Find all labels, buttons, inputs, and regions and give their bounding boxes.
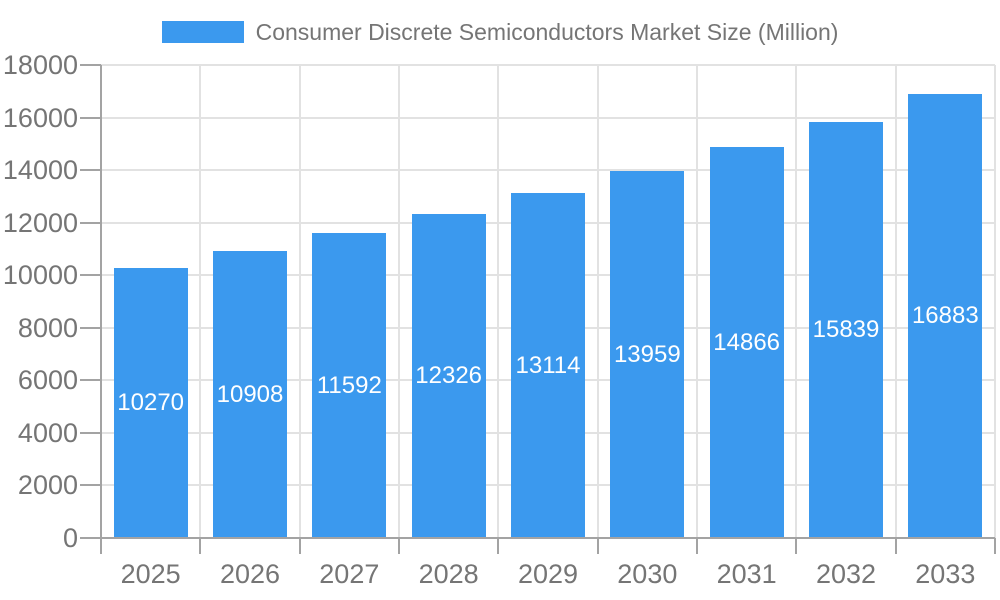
x-tick-mark: [894, 538, 897, 554]
y-tick-mark: [80, 431, 101, 434]
x-tick-mark: [497, 538, 500, 554]
y-tick-mark: [80, 169, 101, 172]
bar-2029[interactable]: [511, 193, 585, 538]
y-axis-label: 10000: [2, 260, 78, 291]
y-axis-label: 2000: [17, 470, 78, 501]
x-gridline: [398, 65, 400, 538]
y-axis-label: 14000: [2, 155, 78, 186]
bar-value-label: 10270: [117, 389, 185, 417]
bar-2025[interactable]: [113, 268, 188, 538]
bar-value-label: 13114: [515, 351, 581, 379]
x-tick-mark: [199, 538, 202, 554]
x-tick-mark: [696, 538, 698, 554]
x-gridline: [795, 65, 798, 538]
x-tick-mark: [298, 538, 301, 554]
y-tick-mark: [80, 221, 101, 224]
x-tick-mark: [596, 538, 599, 554]
x-tick-mark: [398, 538, 400, 554]
bar-2028[interactable]: [411, 214, 486, 538]
x-axis-label-2027: 2027: [319, 559, 380, 589]
bar-value-label: 16883: [911, 302, 979, 330]
x-gridline: [994, 65, 996, 538]
x-axis-label-2028: 2028: [418, 559, 479, 589]
bar-2026[interactable]: [213, 251, 287, 538]
x-axis-label-2025: 2025: [120, 559, 181, 589]
y-tick-mark: [80, 326, 101, 329]
legend-label: Consumer Discrete Semiconductors Market …: [255, 18, 839, 45]
x-gridline: [596, 65, 599, 538]
legend-swatch: [161, 21, 244, 43]
bar-value-label: 11592: [316, 371, 382, 399]
y-gridline: [101, 116, 995, 119]
x-axis-label-2026: 2026: [219, 559, 281, 589]
x-axis-label-2032: 2032: [815, 559, 877, 589]
y-axis-label: 8000: [17, 312, 78, 343]
x-gridline: [199, 65, 202, 538]
bar-value-label: 14866: [713, 328, 781, 356]
bar-value-label: 12326: [415, 362, 483, 390]
x-gridline: [696, 65, 698, 538]
y-axis-label: 0: [62, 523, 78, 553]
x-axis-label-2030: 2030: [617, 559, 678, 589]
bar-2030[interactable]: [610, 171, 685, 538]
x-axis-label-2033: 2033: [915, 559, 976, 589]
x-tick-mark: [795, 538, 798, 554]
bar-value-label: 13959: [613, 340, 681, 368]
bar-2032[interactable]: [809, 121, 883, 538]
x-gridline: [497, 65, 500, 538]
y-tick-mark: [80, 484, 101, 487]
y-gridline: [101, 169, 995, 172]
y-axis-label: 4000: [17, 417, 78, 448]
x-tick-mark: [994, 538, 996, 554]
x-axis-label-2029: 2029: [517, 559, 579, 589]
bar-2031[interactable]: [709, 147, 784, 538]
y-axis-label: 6000: [17, 365, 78, 396]
x-gridline: [298, 65, 301, 538]
y-axis-label: 18000: [2, 50, 78, 80]
y-tick-mark: [80, 274, 101, 277]
y-tick-mark: [80, 116, 101, 119]
y-axis-label: 12000: [2, 207, 78, 238]
x-axis-line: [80, 537, 995, 539]
y-tick-mark: [80, 379, 101, 382]
x-gridline: [894, 65, 897, 538]
bar-2027[interactable]: [312, 233, 387, 538]
y-tick-mark: [80, 64, 101, 66]
chart-legend[interactable]: Consumer Discrete Semiconductors Market …: [0, 18, 1000, 46]
bar-value-label: 10908: [216, 380, 284, 408]
x-axis-label-2031: 2031: [716, 559, 777, 589]
bar-2033[interactable]: [908, 94, 983, 538]
y-axis-label: 16000: [2, 102, 78, 133]
y-gridline: [101, 64, 995, 66]
bar-value-label: 15839: [812, 315, 880, 343]
y-axis-line: [100, 65, 102, 554]
